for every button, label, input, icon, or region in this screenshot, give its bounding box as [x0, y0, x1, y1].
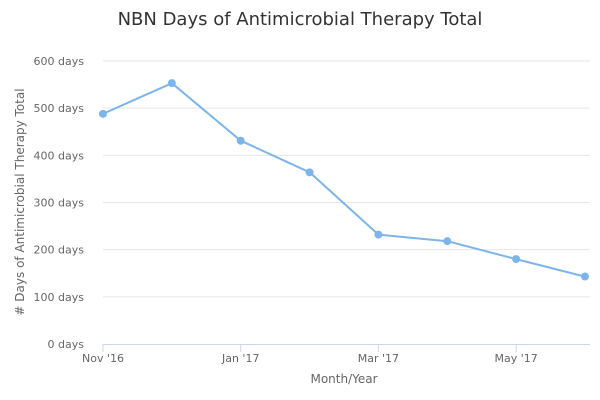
x-tick-label: Mar '17	[358, 352, 399, 365]
y-tick-label: 400 days	[34, 149, 85, 162]
data-point[interactable]	[236, 136, 245, 145]
y-tick-label: 300 days	[34, 197, 85, 210]
data-point[interactable]	[443, 237, 452, 246]
y-tick-label: 500 days	[34, 102, 85, 115]
data-point[interactable]	[99, 109, 107, 118]
data-point[interactable]	[374, 230, 383, 239]
data-point[interactable]	[167, 79, 176, 88]
y-tick-label: 0 days	[48, 338, 85, 351]
data-point[interactable]	[581, 272, 589, 281]
series-line	[102, 82, 586, 278]
chart-title: NBN Days of Antimicrobial Therapy Total	[118, 9, 483, 30]
grid	[103, 60, 590, 298]
y-axis: 0 days 100 days 200 days 300 days 400 days 50…	[34, 55, 85, 351]
y-axis-title: # Days of Antimicrobial Therapy Total	[13, 88, 27, 315]
data-point[interactable]	[305, 168, 314, 177]
data-point[interactable]	[512, 255, 521, 264]
y-tick-label: 200 days	[34, 244, 85, 257]
x-axis: Nov '16 Jan '17 Mar '17 May '17	[82, 344, 590, 365]
series	[99, 79, 589, 281]
x-tick-label: May '17	[495, 352, 538, 365]
x-tick-label: Jan '17	[221, 352, 259, 365]
y-tick-label: 600 days	[34, 55, 85, 68]
x-axis-title: Month/Year	[310, 372, 377, 386]
x-tick-label: Nov '16	[82, 352, 124, 365]
y-tick-label: 100 days	[34, 291, 85, 304]
